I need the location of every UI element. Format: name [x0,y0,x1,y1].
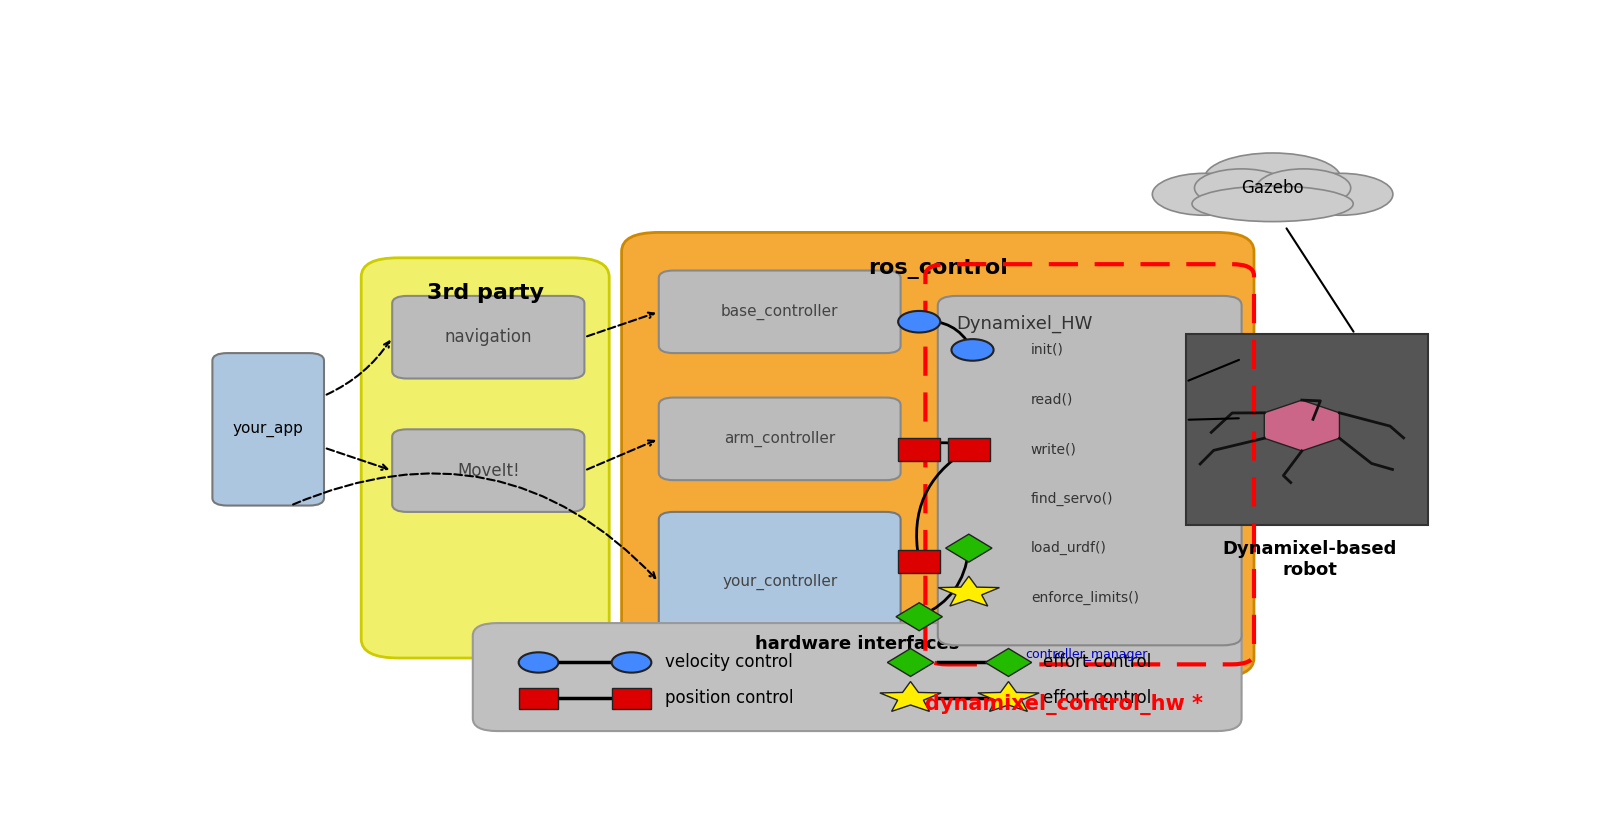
Text: init(): init() [1030,343,1064,357]
Ellipse shape [1152,173,1256,215]
Text: ros_control: ros_control [867,258,1008,279]
Ellipse shape [1195,169,1288,207]
FancyBboxPatch shape [659,271,901,353]
Circle shape [898,311,941,332]
Text: MoveIt!: MoveIt! [458,462,520,479]
Bar [898,550,941,573]
FancyBboxPatch shape [659,398,901,480]
FancyBboxPatch shape [213,353,323,506]
Text: Gazebo: Gazebo [1242,179,1304,197]
Polygon shape [946,534,992,562]
Text: dynamixel_control_hw *: dynamixel_control_hw * [925,694,1203,715]
Text: read(): read() [1030,393,1074,407]
Text: your_app: your_app [232,422,304,436]
Text: Dynamixel_HW: Dynamixel_HW [957,315,1093,333]
Polygon shape [938,576,1000,606]
Polygon shape [1264,400,1339,451]
Text: velocity control: velocity control [666,653,792,672]
FancyBboxPatch shape [659,512,901,652]
Circle shape [518,653,558,672]
Text: effort control: effort control [1043,653,1152,672]
Text: hardware interfaces: hardware interfaces [755,634,960,653]
Text: your_controller: your_controller [722,573,837,590]
Text: find_servo(): find_servo() [1030,492,1114,506]
Text: position control: position control [666,689,794,707]
FancyBboxPatch shape [474,623,1242,731]
Text: load_urdf(): load_urdf() [1030,541,1107,555]
FancyBboxPatch shape [621,233,1254,677]
Ellipse shape [1256,169,1350,207]
Polygon shape [888,648,934,676]
Text: arm_controller: arm_controller [725,431,835,447]
Polygon shape [880,681,941,711]
FancyBboxPatch shape [938,296,1242,645]
Circle shape [952,339,994,361]
FancyBboxPatch shape [392,296,584,379]
Text: write(): write() [1030,442,1077,456]
FancyBboxPatch shape [392,429,584,512]
Bar [1186,334,1427,525]
Bar [947,438,990,461]
Ellipse shape [1288,173,1394,215]
Text: navigation: navigation [445,328,533,346]
Bar [518,688,558,710]
Circle shape [611,653,651,672]
Ellipse shape [1192,186,1354,222]
Bar [898,438,941,460]
Text: Dynamixel-based
robot: Dynamixel-based robot [1222,540,1397,579]
Text: enforce_limits(): enforce_limits() [1030,591,1139,605]
Ellipse shape [1205,153,1341,204]
Text: controller_manager: controller_manager [1026,648,1147,661]
Polygon shape [986,648,1032,676]
FancyBboxPatch shape [362,257,610,658]
Polygon shape [896,603,942,630]
Polygon shape [978,681,1038,711]
Text: effort control: effort control [1043,689,1152,707]
Text: 3rd party: 3rd party [427,283,544,304]
Text: base_controller: base_controller [722,304,838,320]
Bar [611,688,651,710]
